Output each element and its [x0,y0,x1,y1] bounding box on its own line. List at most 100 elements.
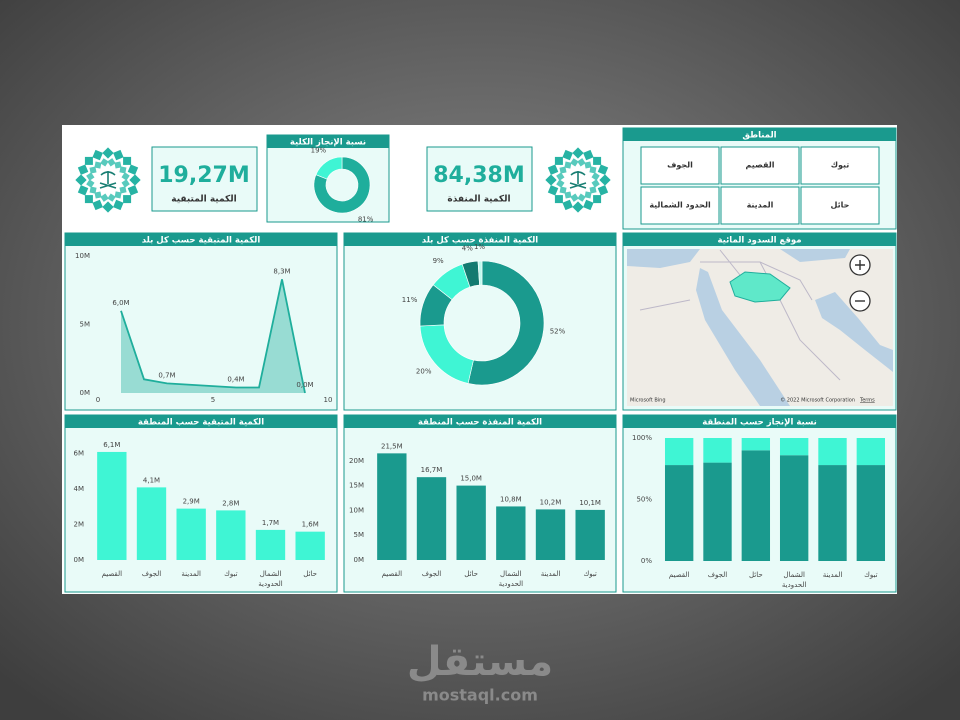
donut-label: 81% [358,216,374,224]
card-header [65,415,337,428]
slicer-label[interactable]: الحدود الشمالية [649,201,711,210]
emblem-petal [119,186,127,194]
slicer-button[interactable] [640,186,720,225]
card-title: نسبة الإنجاز حسب المنطقة [702,418,817,428]
emblem-petal [121,172,130,181]
emblem-petal [570,193,579,202]
slicer-button[interactable] [800,186,880,225]
y-tick-label: 0M [354,556,365,564]
kpi-card [151,146,258,212]
kpi-value: 19,27M [158,163,249,188]
donut-label: 11% [402,296,418,304]
slicer-label[interactable]: المدينة [747,201,774,210]
card-header [344,233,616,246]
card-header [65,233,337,246]
card [64,232,338,411]
y-tick-label: 6M [74,450,85,458]
y-tick-label: 5M [80,321,91,329]
slicer-button[interactable] [640,146,720,185]
emblem-palm [569,171,587,189]
emblem-petal [113,149,124,161]
emblem-petal [554,156,563,165]
x-tick-label: تبوك [864,571,877,579]
data-label: 1,6M [302,521,319,529]
data-label: 10,2M [540,498,562,506]
y-tick-label: 0M [74,556,85,564]
map-provider: Microsoft Bing [630,398,666,404]
emblem-petal [84,195,93,204]
data-label: 0,4M [227,376,244,384]
zoom-in-button[interactable] [849,254,871,276]
card-header [344,415,616,428]
x-tick-label: حائل [303,570,317,578]
bar [97,451,127,560]
emblem-petal [554,195,563,204]
donut-slice [477,260,483,286]
y-tick-label: 10M [75,252,90,260]
emblem-petal [584,161,592,169]
donut-slice [467,260,545,386]
bar [496,506,526,560]
emblem-petal [92,199,103,211]
x-tick-label: حائل [464,570,478,578]
map-region [729,271,791,303]
x-tick-label: المدينة [823,571,843,579]
emblem-petal [114,191,122,199]
emblem-petal [89,166,97,174]
emblem-petal [599,174,611,186]
bar [136,487,167,560]
card-header [623,415,896,428]
donut-label: 52% [550,328,566,336]
zoom-out-button[interactable] [849,290,871,312]
donut-label: 20% [416,368,432,376]
emblem-petal [121,179,130,188]
slicer-button[interactable] [800,146,880,185]
data-label: 15,0M [460,475,482,483]
emblem-petal [84,156,93,165]
data-label: 2,9M [183,498,200,506]
bar [255,529,286,560]
emblem-petal [100,158,109,167]
zoom-icon[interactable] [855,260,865,270]
bar-segment [741,450,771,561]
bar-segment [818,465,847,561]
emblem [545,147,611,213]
data-label: 10,8M [500,495,522,503]
x-tick-label: حائل [749,571,763,579]
donut-label: 19% [311,146,327,154]
emblem-petal [584,191,592,199]
card-header [623,128,896,141]
x-tick-label: القصيم [102,570,123,578]
emblem-petal [562,199,573,211]
data-label: 8,3M [273,267,290,275]
card-title: الكمية المنفذة حسب كل بلد [422,236,538,246]
emblem-petal [94,161,102,169]
slicer-label[interactable]: الجوف [667,161,693,170]
x-tick-label: المدينة [541,570,561,578]
emblem-petal [100,193,109,202]
card-header [267,135,389,148]
emblem-petal [113,199,124,211]
card-title: الكمية المتبقية حسب المنطقة [138,418,264,428]
map-borders [639,249,841,381]
card-title: نسبة الإنجاز الكلية [290,138,366,148]
kpi-label: الكمية المنفذة [447,195,510,205]
bar [216,510,246,560]
data-label: 21,5M [381,442,403,450]
y-tick-label: 0M [80,389,91,397]
slicer-label[interactable]: القصيم [746,161,775,170]
y-tick-label: 5M [354,531,365,539]
slicer-label[interactable]: تبوك [831,161,850,170]
slicer-label[interactable]: حائل [831,201,850,210]
donut-slice [315,156,343,180]
map-terms[interactable]: Terms [859,398,875,404]
watermark-url: mostaql.com [422,686,538,705]
slicer-button[interactable] [720,186,800,225]
bar [377,453,407,560]
slicer-button[interactable] [720,146,800,185]
emblem-petal [77,164,89,175]
bar-segment [741,438,771,451]
x-tick-label: 10 [324,396,333,404]
emblem-petal [564,191,572,199]
